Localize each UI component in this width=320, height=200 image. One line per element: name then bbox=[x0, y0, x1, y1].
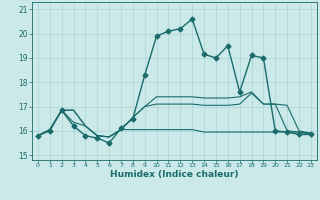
X-axis label: Humidex (Indice chaleur): Humidex (Indice chaleur) bbox=[110, 170, 239, 179]
